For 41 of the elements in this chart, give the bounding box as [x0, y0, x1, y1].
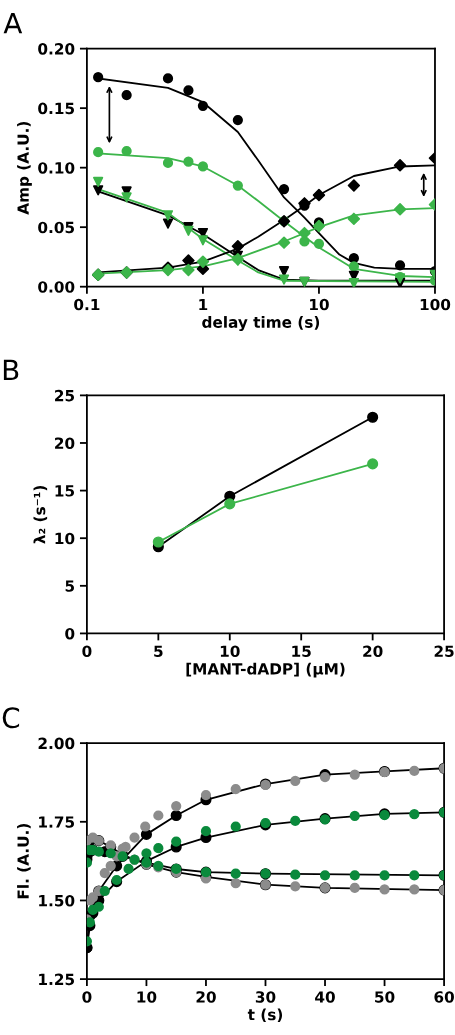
- x-tick-label: 15: [292, 645, 311, 658]
- x-axis-title: [MANT-dADP] (µM): [186, 662, 345, 678]
- chart-title: B: [3, 359, 19, 381]
- x-tick-label: 20: [363, 645, 383, 658]
- y-tick-label: 2.00: [38, 737, 75, 750]
- y-axis-title: Fl. (A.U.): [17, 823, 31, 899]
- y-tick-label: 20: [55, 437, 75, 449]
- x-tick-label: 60: [434, 991, 454, 1003]
- y-tick-label: 5: [65, 580, 75, 592]
- x-tick-label: 10: [220, 645, 240, 658]
- x-tick-label: 50: [375, 991, 395, 1003]
- x-tick-label: 100: [420, 298, 451, 311]
- x-tick-label: 1: [199, 298, 208, 311]
- y-tick-label: 0.05: [38, 221, 75, 234]
- y-tick-label: 0.20: [38, 43, 75, 55]
- y-tick-label: 15: [55, 485, 75, 497]
- chart-title: A: [3, 13, 23, 34]
- y-tick-label: 10: [55, 532, 75, 545]
- y-tick-label: 0.15: [38, 102, 75, 115]
- x-axis-title: t (s): [247, 1008, 283, 1023]
- x-tick-label: 0.1: [74, 298, 100, 311]
- y-axis-title: Amp (A.U.): [17, 121, 32, 215]
- x-tick-label: 10: [137, 991, 157, 1003]
- y-axis-title: λ₂ (s⁻¹): [33, 485, 48, 544]
- x-tick-label: 0: [82, 991, 92, 1003]
- y-tick-label: 0.10: [38, 162, 75, 174]
- x-tick-label: 20: [196, 991, 216, 1003]
- x-tick-label: 5: [154, 645, 163, 658]
- x-axis-title: delay time (s): [202, 316, 320, 331]
- x-tick-label: 40: [315, 991, 335, 1003]
- x-tick-label: 0: [82, 645, 92, 658]
- y-tick-label: 0.00: [38, 281, 75, 293]
- chart-title: C: [2, 707, 20, 729]
- y-tick-label: 0: [65, 627, 75, 640]
- x-tick-label: 10: [310, 298, 329, 311]
- x-tick-label: 30: [255, 991, 276, 1003]
- y-tick-label: 1.25: [39, 973, 75, 986]
- y-tick-label: 1.50: [39, 894, 75, 907]
- y-tick-label: 25: [55, 389, 75, 402]
- x-tick-label: 25: [434, 645, 454, 658]
- y-tick-label: 1.75: [39, 816, 75, 828]
